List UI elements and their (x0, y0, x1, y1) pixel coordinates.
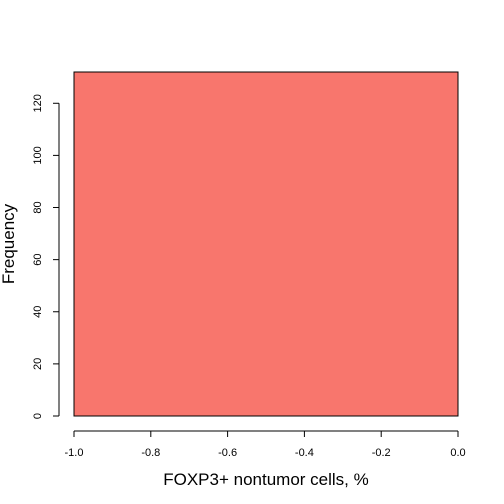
y-tick-label: 80 (32, 201, 44, 213)
y-tick-label: 60 (32, 254, 44, 266)
x-tick-label: -0.8 (141, 447, 160, 459)
y-tick-label: 40 (32, 306, 44, 318)
y-tick-label: 120 (32, 94, 44, 112)
bars-group (73, 71, 459, 417)
y-axis-title: Frequency (0, 203, 18, 284)
y-axis: 0 20 40 60 80 100 120 (32, 94, 60, 419)
y-tick-label: 20 (32, 358, 44, 370)
x-axis-title: FOXP3+ nontumor cells, % (163, 470, 369, 489)
y-tick-label: 100 (32, 146, 44, 164)
y-tick-label: 0 (32, 413, 44, 419)
x-tick-label: -0.4 (295, 447, 314, 459)
x-tick-label: -0.2 (372, 447, 391, 459)
histogram-bar (73, 71, 459, 417)
x-axis: -1.0 -0.8 -0.6 -0.4 -0.2 0.0 (65, 430, 466, 459)
x-tick-label: 0.0 (450, 447, 465, 459)
x-tick-label: -0.6 (218, 447, 237, 459)
x-tick-label: -1.0 (65, 447, 84, 459)
